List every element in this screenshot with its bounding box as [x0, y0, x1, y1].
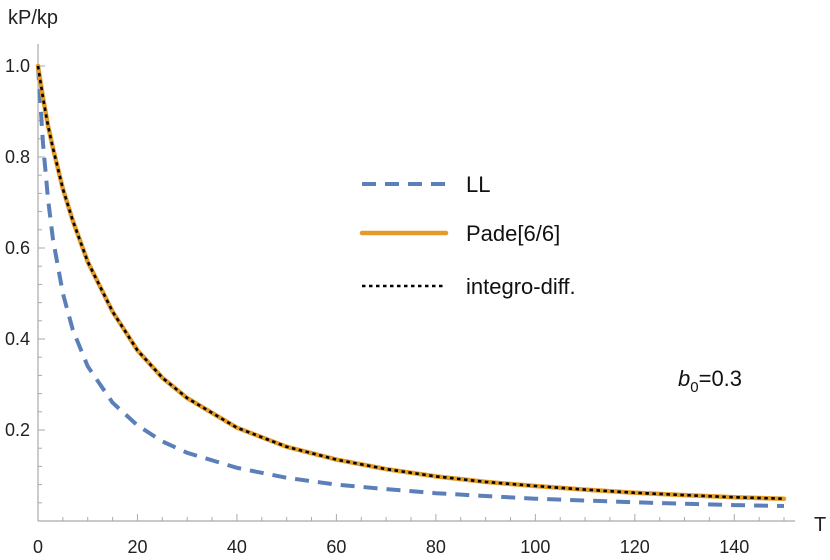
axes: 0 20 40 60 80 100 120 140 0.2 0.4 0.6 0.8 1.0 [5, 44, 795, 557]
annotation-symbol: b [678, 366, 690, 391]
annotation-value: =0.3 [699, 366, 742, 391]
y-tick-label: 0.6 [5, 238, 30, 258]
y-axis-title: kP/kp [8, 7, 58, 29]
series-lines [35, 63, 787, 508]
x-axis-title: T [814, 514, 826, 536]
legend-label-2: integro-diff. [466, 274, 576, 299]
x-tick-label: 40 [227, 537, 247, 557]
x-tick-label: 100 [520, 537, 550, 557]
x-tick-label: 80 [426, 537, 446, 557]
x-tick-label: 0 [33, 537, 43, 557]
x-ticks: 0 20 40 60 80 100 120 140 [33, 514, 785, 557]
x-tick-label: 120 [620, 537, 650, 557]
series-line-0 [36, 65, 785, 508]
x-tick-label: 60 [326, 537, 346, 557]
legend-label-0: LL [466, 172, 490, 197]
y-tick-label: 0.8 [5, 147, 30, 167]
legend-label-1: Pade[6/6] [466, 221, 560, 246]
series-line-1 [35, 63, 787, 501]
parameter-annotation: b0=0.3 [678, 366, 742, 396]
legend: LL Pade[6/6] integro-diff. [359, 172, 576, 299]
x-tick-label: 20 [127, 537, 147, 557]
y-tick-label: 1.0 [5, 56, 30, 76]
annotation-subscript: 0 [690, 379, 698, 396]
x-tick-label: 140 [719, 537, 749, 557]
y-ticks: 0.2 0.4 0.6 0.8 1.0 [5, 56, 45, 504]
y-tick-label: 0.2 [5, 420, 30, 440]
y-tick-label: 0.4 [5, 329, 30, 349]
